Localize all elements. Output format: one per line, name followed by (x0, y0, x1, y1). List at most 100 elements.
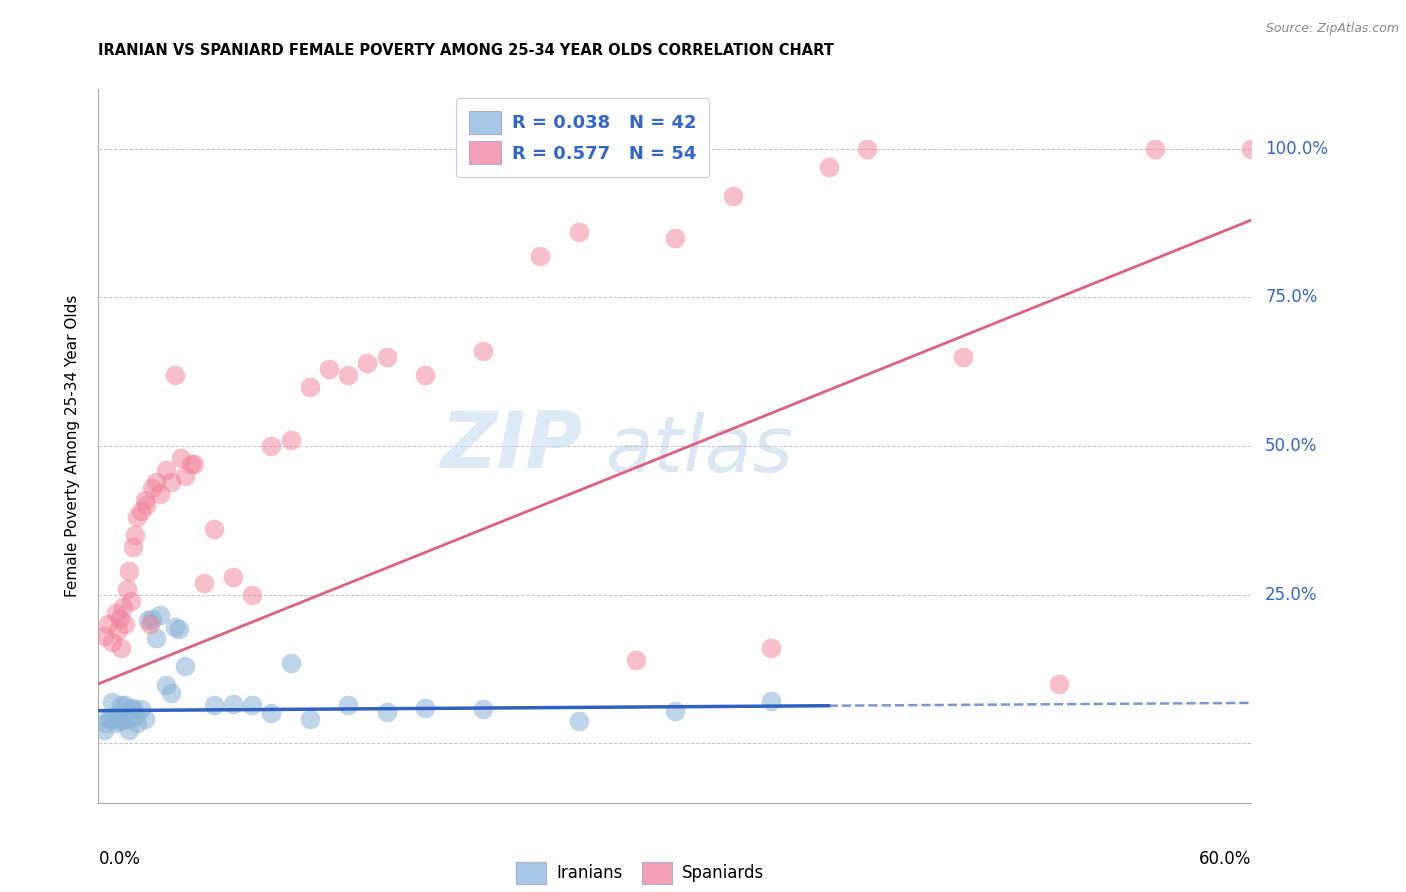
Point (240, 588, 263, 602)
Point (112, 712, 135, 726)
Point (145, 475, 167, 489)
Point (160, 475, 183, 489)
Point (167, 622, 190, 636)
Point (1240, 142, 1263, 156)
Point (759, 694, 782, 708)
Point (120, 701, 142, 715)
Point (222, 570, 245, 584)
Point (124, 528, 146, 542)
Legend: Iranians, Spaniards: Iranians, Spaniards (508, 854, 773, 892)
Point (118, 723, 141, 738)
Point (170, 450, 193, 465)
Point (110, 641, 132, 656)
Point (280, 657, 302, 671)
Point (413, 701, 436, 715)
Point (165, 368, 187, 382)
Point (129, 504, 152, 518)
Point (110, 698, 132, 712)
Point (202, 698, 225, 713)
Point (664, 231, 686, 245)
Point (125, 510, 148, 524)
Point (721, 189, 744, 203)
Point (165, 620, 187, 634)
Text: 60.0%: 60.0% (1199, 850, 1251, 869)
Point (337, 368, 360, 382)
Point (107, 711, 129, 725)
Point (135, 499, 157, 513)
Text: 25.0%: 25.0% (1265, 586, 1317, 604)
Point (93, 723, 115, 737)
Text: 100.0%: 100.0% (1265, 140, 1329, 158)
Point (141, 612, 163, 626)
Point (101, 635, 124, 649)
Text: 50.0%: 50.0% (1265, 437, 1317, 455)
Text: ZIP: ZIP (440, 408, 582, 484)
Point (160, 686, 183, 700)
Point (174, 468, 197, 483)
Point (93, 629, 115, 643)
Point (568, 714, 591, 728)
Text: 0.0%: 0.0% (98, 850, 141, 869)
Point (222, 697, 245, 711)
Point (180, 457, 202, 471)
Point (193, 575, 215, 590)
Point (108, 714, 131, 728)
Text: 75.0%: 75.0% (1265, 288, 1317, 306)
Point (240, 698, 263, 712)
Point (97, 711, 120, 725)
Point (124, 708, 146, 723)
Point (108, 611, 131, 625)
Point (107, 624, 129, 638)
Point (298, 379, 321, 393)
Point (318, 361, 340, 376)
Point (529, 249, 551, 263)
Point (375, 350, 398, 364)
Point (183, 457, 205, 471)
Point (337, 698, 360, 712)
Point (117, 712, 138, 726)
Point (139, 617, 162, 632)
Point (471, 343, 494, 358)
Text: atlas: atlas (606, 411, 793, 488)
Point (98, 712, 121, 726)
Text: Source: ZipAtlas.com: Source: ZipAtlas.com (1265, 22, 1399, 36)
Point (141, 481, 163, 495)
Point (471, 702, 494, 716)
Point (375, 705, 398, 719)
Point (138, 613, 160, 627)
Point (626, 653, 648, 667)
Point (103, 709, 125, 723)
Point (134, 712, 156, 726)
Point (129, 702, 152, 716)
Point (120, 593, 142, 607)
Point (125, 716, 148, 731)
Point (97, 617, 120, 632)
Point (122, 540, 145, 554)
Point (356, 356, 378, 370)
Point (149, 607, 172, 622)
Point (117, 582, 138, 596)
Point (155, 678, 177, 692)
Y-axis label: Female Poverty Among 25-34 Year Olds: Female Poverty Among 25-34 Year Olds (65, 295, 80, 597)
Point (664, 705, 686, 719)
Point (952, 350, 974, 364)
Point (260, 706, 283, 720)
Point (856, 142, 879, 156)
Point (114, 617, 136, 632)
Point (817, 160, 839, 174)
Point (155, 463, 177, 477)
Point (413, 368, 436, 382)
Point (202, 522, 225, 536)
Point (174, 659, 197, 673)
Point (94, 716, 117, 731)
Point (112, 599, 135, 614)
Point (104, 715, 127, 730)
Point (122, 702, 145, 716)
Point (145, 631, 167, 645)
Text: IRANIAN VS SPANIARD FEMALE POVERTY AMONG 25-34 YEAR OLDS CORRELATION CHART: IRANIAN VS SPANIARD FEMALE POVERTY AMONG… (98, 43, 834, 58)
Point (114, 698, 136, 713)
Point (149, 486, 172, 500)
Point (104, 606, 127, 620)
Point (260, 439, 283, 453)
Point (118, 564, 141, 578)
